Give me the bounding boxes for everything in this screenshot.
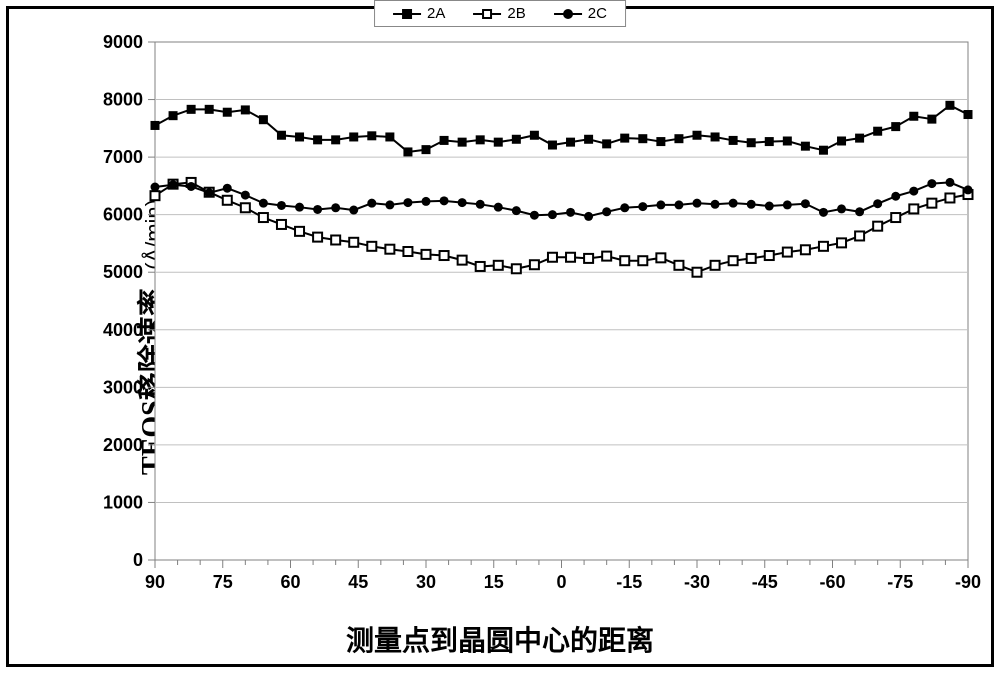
legend-item-2a: 2A	[393, 5, 445, 22]
svg-text:15: 15	[484, 572, 504, 592]
svg-text:75: 75	[213, 572, 233, 592]
svg-text:-30: -30	[684, 572, 710, 592]
legend-label-2c: 2C	[588, 5, 607, 22]
svg-text:-75: -75	[887, 572, 913, 592]
legend-label-2a: 2A	[427, 5, 445, 22]
svg-text:60: 60	[280, 572, 300, 592]
svg-text:0: 0	[556, 572, 566, 592]
chart-frame: 2A 2B 2C TEOS移除速率 (Å/min) 测量点到晶圆中心的距离 01…	[0, 0, 1000, 673]
svg-text:-90: -90	[955, 572, 981, 592]
svg-text:6000: 6000	[103, 205, 143, 225]
filled-circle-icon	[563, 9, 573, 19]
svg-text:5000: 5000	[103, 262, 143, 282]
svg-text:1000: 1000	[103, 492, 143, 512]
chart-plot: 0 1000 2000 3000 4000 5000 6000 7000 8000 9000 90 7…	[0, 0, 1000, 673]
svg-text:7000: 7000	[103, 147, 143, 167]
legend-label-2b: 2B	[507, 5, 525, 22]
svg-text:-15: -15	[616, 572, 642, 592]
legend-item-2c: 2C	[554, 5, 607, 22]
legend-item-2b: 2B	[473, 5, 525, 22]
svg-text:2000: 2000	[103, 435, 143, 455]
svg-text:0: 0	[133, 550, 143, 570]
svg-text:4000: 4000	[103, 320, 143, 340]
svg-text:9000: 9000	[103, 32, 143, 52]
legend: 2A 2B 2C	[374, 0, 626, 27]
svg-text:3000: 3000	[103, 377, 143, 397]
open-square-icon	[482, 9, 492, 19]
svg-text:-60: -60	[819, 572, 845, 592]
svg-text:30: 30	[416, 572, 436, 592]
svg-text:90: 90	[145, 572, 165, 592]
filled-square-icon	[402, 9, 412, 19]
svg-text:45: 45	[348, 572, 368, 592]
svg-text:8000: 8000	[103, 90, 143, 110]
svg-text:-45: -45	[752, 572, 778, 592]
